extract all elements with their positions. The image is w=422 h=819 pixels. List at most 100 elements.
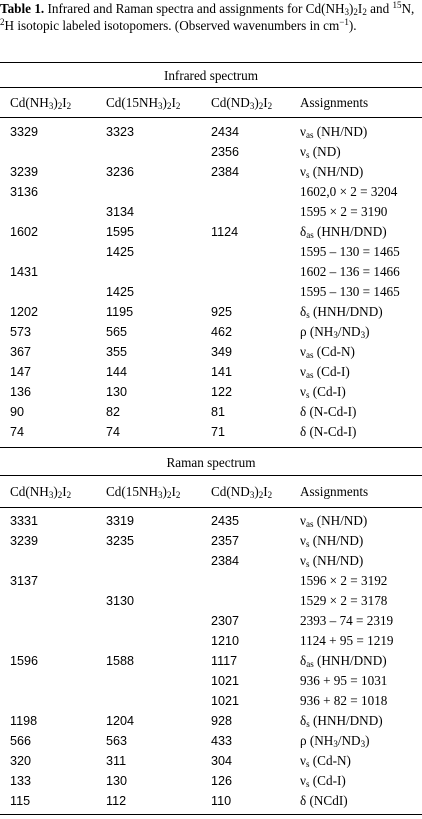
assignment-cell: δas (HNH/DND) xyxy=(300,222,387,242)
column-header-text: 2 xyxy=(175,490,181,500)
column-header-text: 2 xyxy=(175,101,181,111)
table-row: 2307 2393 – 74 = 2319 xyxy=(0,611,422,632)
assignment-text: (Cd-I) xyxy=(313,364,350,379)
assignment-subscript: as xyxy=(305,370,314,380)
table-cell: 81 xyxy=(211,405,226,419)
column-header-text: ) xyxy=(254,484,259,499)
assignment-subscript: s xyxy=(305,539,310,549)
table-cell: 74 xyxy=(10,425,25,439)
assignment-subscript: s xyxy=(305,759,310,769)
column-header-text: Cd(15NH xyxy=(106,484,159,499)
caption-text: I xyxy=(357,1,363,16)
table-cell: 311 xyxy=(106,754,127,768)
column-header-text: 2 xyxy=(66,490,72,500)
assignment-text: (NH xyxy=(306,324,334,339)
table-cell: 3136 xyxy=(10,185,39,199)
column-header-text: Cd(15NH xyxy=(106,95,159,110)
assignment-text: 936 + 95 = 1031 xyxy=(300,673,388,688)
table-cell: 1124 xyxy=(211,225,239,239)
assignment-subscript: s xyxy=(305,559,310,569)
table-cell: 126 xyxy=(211,774,233,788)
table-cell: 71 xyxy=(211,425,226,439)
table-cell: 110 xyxy=(211,794,232,808)
table-cell: 3235 xyxy=(106,534,135,548)
table-row: 3137 1596 × 2 = 3192 xyxy=(0,571,422,592)
table-cell: 304 xyxy=(211,754,233,768)
assignment-text: 2393 – 74 = 2319 xyxy=(300,613,394,628)
table-cell: 115 xyxy=(10,794,31,808)
assignment-text: (HNH/DND) xyxy=(313,653,387,668)
caption-text: 3 xyxy=(344,7,350,17)
assignment-text: 1595 – 130 = 1465 xyxy=(300,284,400,299)
table-row: 136 130 122 νs (Cd-I) xyxy=(0,382,422,403)
table-row: 320 311 304 νs (Cd-N) xyxy=(0,751,422,772)
table-cell: 1210 xyxy=(211,634,240,648)
assignment-text: 936 + 82 = 1018 xyxy=(300,693,388,708)
table-cell: 3323 xyxy=(106,125,135,139)
assignment-cell: 1124 + 95 = 1219 xyxy=(300,631,394,651)
assignment-subscript: as xyxy=(305,350,314,360)
table-cell: 1202 xyxy=(10,305,39,319)
assignment-cell: νas (NH/ND) xyxy=(300,122,367,142)
section-title: Raman spectrum xyxy=(166,455,256,470)
column-header-text: 2 xyxy=(66,101,72,111)
column-header-text: 2 xyxy=(267,101,273,111)
assignment-text: (Cd-N) xyxy=(313,344,355,359)
table-cell: 566 xyxy=(10,734,32,748)
table-row: 1021 936 + 95 = 1031 xyxy=(0,671,422,692)
table-cell: 82 xyxy=(106,405,121,419)
assignment-cell: νs (NH/ND) xyxy=(300,551,363,571)
assignment-symbol: δ xyxy=(300,424,307,439)
column-header-text: I xyxy=(171,95,176,110)
column-header-text: 2 xyxy=(258,101,264,111)
table-row: 1596 1588 1117 δas (HNH/DND) xyxy=(0,651,422,672)
column-header: Cd(ND3)2I2 xyxy=(211,482,272,502)
table-rule xyxy=(0,507,422,508)
table-row: 1425 1595 – 130 = 1465 xyxy=(0,242,422,263)
assignment-symbol: ν xyxy=(300,144,306,159)
assignment-cell: νas (Cd-N) xyxy=(300,342,355,362)
assignment-subscript: 3 xyxy=(360,739,366,749)
table-cell: 2434 xyxy=(211,125,240,139)
table-cell: 1595 xyxy=(106,225,135,239)
table-rule xyxy=(0,62,422,63)
column-header-row: Cd(NH3)2I2 Cd(15NH3)2I2 Cd(ND3)2I2 Assignme… xyxy=(0,93,422,114)
table-rule xyxy=(0,447,422,448)
assignment-cell: νs (Cd-I) xyxy=(300,771,346,791)
table-cell: 2435 xyxy=(211,514,240,528)
assignment-cell: δs (HNH/DND) xyxy=(300,302,383,322)
column-header-text: 3 xyxy=(249,490,255,500)
table-cell: 3130 xyxy=(106,594,135,608)
assignment-cell: δs (HNH/DND) xyxy=(300,711,383,731)
table-cell: 1198 xyxy=(10,714,38,728)
table-cell: 3329 xyxy=(10,125,39,139)
column-header-text: 2 xyxy=(57,101,63,111)
assignment-subscript: 3 xyxy=(333,739,338,749)
assignment-cell: ρ (NH3/ND3) xyxy=(300,731,369,751)
assignment-symbol: δ xyxy=(300,304,307,319)
table-cell: 1602 xyxy=(10,225,39,239)
assignment-symbol: ν xyxy=(300,513,306,528)
assignment-text: (N-Cd-I) xyxy=(306,404,357,419)
assignment-subscript: 3 xyxy=(333,330,338,340)
assignment-symbol: ν xyxy=(300,344,306,359)
table-cell: 1021 xyxy=(211,674,240,688)
assignment-symbol: ν xyxy=(300,753,306,768)
table-row: 115 112 110 δ (NCdI) xyxy=(0,791,422,812)
table-cell: 130 xyxy=(106,385,128,399)
table-cell: 141 xyxy=(211,365,233,379)
assignment-cell: 1529 × 2 = 3178 xyxy=(300,591,387,611)
assignment-text: 1602,0 × 2 = 3204 xyxy=(300,184,398,199)
assignment-symbol: ν xyxy=(300,533,306,548)
assignment-cell: 936 + 82 = 1018 xyxy=(300,691,387,711)
assignment-text: ) xyxy=(365,733,370,748)
table-cell: 462 xyxy=(211,325,233,339)
table-cell: 147 xyxy=(10,365,32,379)
assignment-text: (Cd-N) xyxy=(309,753,351,768)
table-cell: 2384 xyxy=(211,554,240,568)
assignment-subscript: s xyxy=(306,310,310,320)
assignment-text: (Cd-I) xyxy=(309,773,346,788)
table-row: 566 563 433 ρ (NH3/ND3) xyxy=(0,731,422,752)
caption-text: 2 xyxy=(362,7,367,17)
table-cell: 122 xyxy=(211,385,233,399)
